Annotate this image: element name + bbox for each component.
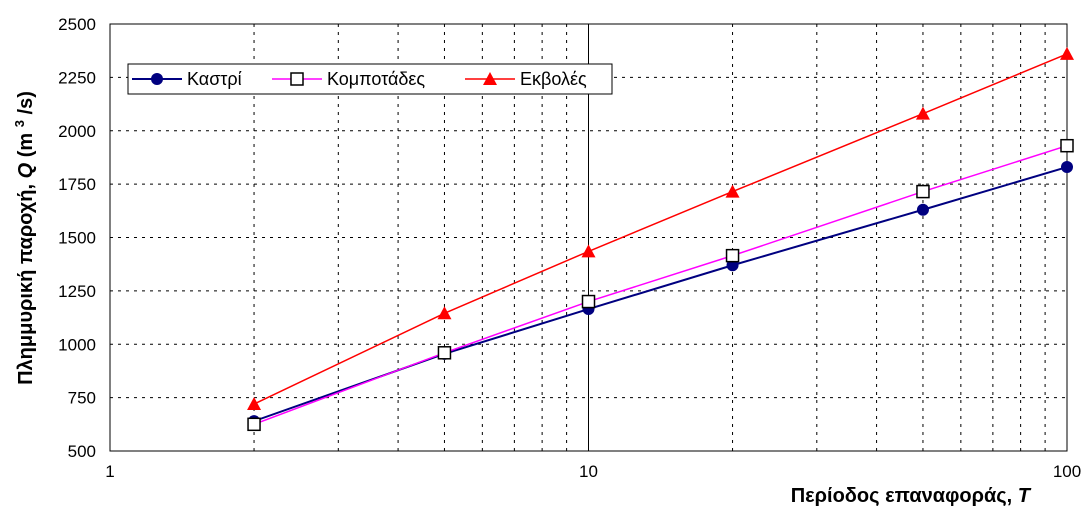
data-point <box>437 346 452 360</box>
y-axis-unit-before: (m <box>15 133 37 157</box>
legend-marker-kompotades <box>290 72 304 86</box>
y-tick-label: 1750 <box>58 175 96 194</box>
series-2 <box>247 138 1074 432</box>
series-line <box>253 166 1068 423</box>
x-axis-label: Περίοδος επαναφοράς, <box>791 485 1013 507</box>
y-tick-label: 1500 <box>58 229 96 248</box>
data-point <box>437 306 452 320</box>
tick-labels: 500 750 1000 1250 1500 1750 2000 2250 2500 1 10 100 <box>58 15 1081 481</box>
data-point <box>916 203 929 216</box>
y-axis-label: Πλημμυρική παροχή, <box>15 184 37 385</box>
legend-box <box>127 63 613 95</box>
legend-label-kompotades: Κομποτάδες <box>327 69 425 89</box>
y-tick-label: 2500 <box>58 15 96 34</box>
y-tick-label: 2250 <box>58 68 96 87</box>
data-point <box>581 294 596 309</box>
data-point <box>915 106 930 120</box>
x-tick-label: 1 <box>105 462 114 481</box>
data-point <box>916 184 930 199</box>
series-line <box>253 144 1068 426</box>
x-axis-title: Περίοδος επαναφοράς, T <box>791 485 1032 507</box>
data-point <box>581 244 596 258</box>
legend-item-ekvoles: Εκβολές <box>465 69 587 89</box>
plot-area-frame <box>109 23 1068 452</box>
y-axis-title: Πλημμυρική παροχή, Q (m 3 /s) <box>7 91 37 385</box>
legend-marker-kastri <box>151 73 163 85</box>
data-point <box>725 248 740 263</box>
data-point <box>247 397 262 411</box>
y-tick-label: 1250 <box>58 282 96 301</box>
data-point <box>1060 46 1074 60</box>
series-line <box>253 53 1068 405</box>
series-3 <box>247 46 1074 411</box>
legend-label-ekvoles: Εκβολές <box>520 69 587 89</box>
legend-item-kastri: Καστρί <box>132 69 242 89</box>
y-axis-unit-sup: 3 <box>12 120 27 127</box>
legend-item-kompotades: Κομποτάδες <box>272 69 425 89</box>
data-point <box>1061 161 1073 174</box>
y-tick-label: 1000 <box>58 335 96 354</box>
data-point <box>1060 138 1074 153</box>
legend: Καστρί Κομποτάδες Εκβολές <box>127 63 613 95</box>
grid <box>110 24 1067 451</box>
y-tick-label: 2000 <box>58 122 96 141</box>
data-point <box>247 417 261 432</box>
x-tick-label: 100 <box>1053 462 1081 481</box>
legend-label-kastri: Καστρί <box>187 69 242 89</box>
series-layer <box>247 46 1074 432</box>
x-tick-label: 10 <box>579 462 598 481</box>
legend-marker-ekvoles <box>483 72 497 85</box>
y-axis-unit-after: /s) <box>15 91 37 114</box>
y-tick-label: 500 <box>68 442 96 461</box>
series-1 <box>248 161 1073 428</box>
x-axis-symbol: T <box>1018 485 1032 507</box>
y-tick-label: 750 <box>68 389 96 408</box>
y-axis-symbol: Q <box>15 162 37 178</box>
data-point <box>725 184 740 198</box>
